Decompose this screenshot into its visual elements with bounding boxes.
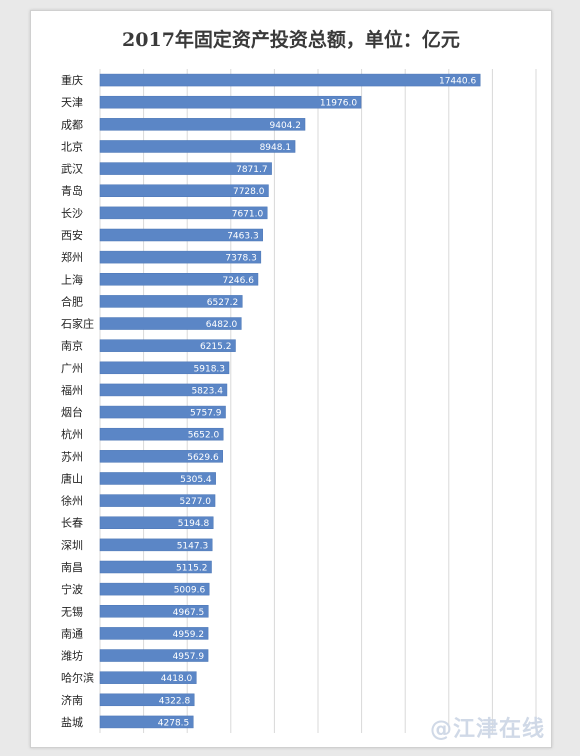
category-label: 成都 <box>61 118 83 131</box>
bar-value-label: 4959.2 <box>173 630 205 640</box>
category-label: 烟台 <box>61 405 83 419</box>
category-label: 盐城 <box>61 716 83 729</box>
category-label: 广州 <box>61 362 83 375</box>
category-label: 天津 <box>61 96 83 109</box>
chart-title: 2017年固定资产投资总额，单位：亿元 <box>122 29 460 51</box>
category-label: 郑州 <box>61 250 83 264</box>
bar-27 <box>99 649 209 662</box>
bar-8 <box>99 228 263 242</box>
bar-value-label: 6527.2 <box>207 298 239 308</box>
bar-17 <box>99 427 224 441</box>
bar-1 <box>99 73 481 87</box>
bar-value-label: 4322.8 <box>159 696 191 706</box>
bar-5 <box>99 162 272 175</box>
bar-value-label: 5194.8 <box>178 519 210 529</box>
bar-value-label: 8948.1 <box>260 143 292 153</box>
bar-22 <box>99 538 213 552</box>
category-label: 重庆 <box>61 73 83 87</box>
bar-value-label: 5652.0 <box>188 431 220 441</box>
bar-28 <box>99 671 197 684</box>
bar-15 <box>99 383 228 397</box>
category-label: 南通 <box>61 627 83 640</box>
category-label: 武汉 <box>61 163 83 176</box>
bars <box>99 73 481 729</box>
bar-value-label: 5823.4 <box>191 386 223 396</box>
bar-23 <box>99 560 212 574</box>
bar-16 <box>99 405 226 419</box>
bar-30 <box>99 715 194 729</box>
bar-value-label: 4418.0 <box>161 674 193 684</box>
chart-card: 2017年固定资产投资总额，单位：亿元 重庆天津成都北京武汉青岛长沙西安郑州上海… <box>30 10 552 748</box>
category-label: 哈尔滨 <box>61 671 94 685</box>
bar-18 <box>99 450 223 463</box>
category-label: 唐山 <box>61 471 83 485</box>
category-label: 北京 <box>61 139 83 153</box>
bar-value-label: 5277.0 <box>180 497 212 507</box>
category-label: 长春 <box>61 517 83 530</box>
bar-value-label: 6482.0 <box>206 320 238 330</box>
bar-value-label: 4967.5 <box>173 608 205 618</box>
category-label: 苏州 <box>61 450 83 463</box>
bar-24 <box>99 582 210 596</box>
bar-4 <box>99 140 296 153</box>
bar-value-label: 7378.3 <box>225 254 257 264</box>
category-label: 深圳 <box>61 539 83 552</box>
bar-value-label: 4957.9 <box>173 652 205 662</box>
bar-10 <box>99 273 259 286</box>
bar-value-label: 17440.6 <box>439 77 476 87</box>
bar-21 <box>99 516 214 529</box>
bar-11 <box>99 295 243 308</box>
bar-14 <box>99 361 230 375</box>
bar-20 <box>99 494 216 507</box>
bar-value-label: 7871.7 <box>236 165 268 175</box>
bar-9 <box>99 250 262 264</box>
bar-value-label: 6215.2 <box>200 342 232 352</box>
bar-value-label: 9404.2 <box>270 121 302 131</box>
category-label: 长沙 <box>61 207 83 220</box>
bar-value-label: 5147.3 <box>177 541 209 551</box>
category-label: 济南 <box>61 693 83 707</box>
category-label: 西安 <box>61 228 83 242</box>
bar-value-label: 7671.0 <box>232 209 264 219</box>
bar-29 <box>99 693 195 707</box>
bar-value-label: 4278.5 <box>158 718 190 728</box>
bar-value-label: 5918.3 <box>194 364 226 374</box>
category-label: 上海 <box>61 272 83 286</box>
bar-25 <box>99 605 209 618</box>
bar-26 <box>99 627 209 640</box>
bar-value-label: 5757.9 <box>190 409 222 419</box>
bar-value-label: 5115.2 <box>176 564 208 574</box>
watermark-text: @江津在线 <box>429 717 545 742</box>
bar-value-label: 7463.3 <box>227 232 259 242</box>
bar-value-label: 7728.0 <box>233 187 265 197</box>
bar-6 <box>99 184 269 197</box>
category-label: 青岛 <box>61 184 83 198</box>
bar-7 <box>99 206 268 220</box>
category-label: 南京 <box>61 339 83 353</box>
bar-value-label: 5009.6 <box>174 586 206 596</box>
bar-value-label: 11976.0 <box>320 99 357 109</box>
category-label: 福州 <box>61 383 83 397</box>
grid-lines <box>99 69 537 733</box>
bar-value-label: 7246.6 <box>222 276 254 286</box>
bar-19 <box>99 472 216 485</box>
value-labels: 17440.6 11976.0 9404.2 8948.1 7871.7 7728.0 76… <box>158 77 477 729</box>
category-label: 南昌 <box>61 561 83 574</box>
category-label: 合肥 <box>61 294 83 308</box>
bar-12 <box>99 317 242 330</box>
category-label: 石家庄 <box>61 317 94 331</box>
category-label: 宁波 <box>61 582 83 596</box>
bar-3 <box>99 118 306 131</box>
category-label: 潍坊 <box>61 649 83 663</box>
category-label: 无锡 <box>61 604 83 618</box>
bar-value-label: 5629.6 <box>187 453 219 463</box>
bar-2 <box>99 95 362 109</box>
bar-chart: 重庆天津成都北京武汉青岛长沙西安郑州上海合肥石家庄南京广州福州烟台杭州苏州唐山徐… <box>61 69 537 733</box>
category-labels: 重庆天津成都北京武汉青岛长沙西安郑州上海合肥石家庄南京广州福州烟台杭州苏州唐山徐… <box>61 73 94 729</box>
bar-value-label: 5305.4 <box>180 475 212 485</box>
category-label: 徐州 <box>61 494 83 508</box>
bar-13 <box>99 339 236 352</box>
category-label: 杭州 <box>61 427 83 441</box>
